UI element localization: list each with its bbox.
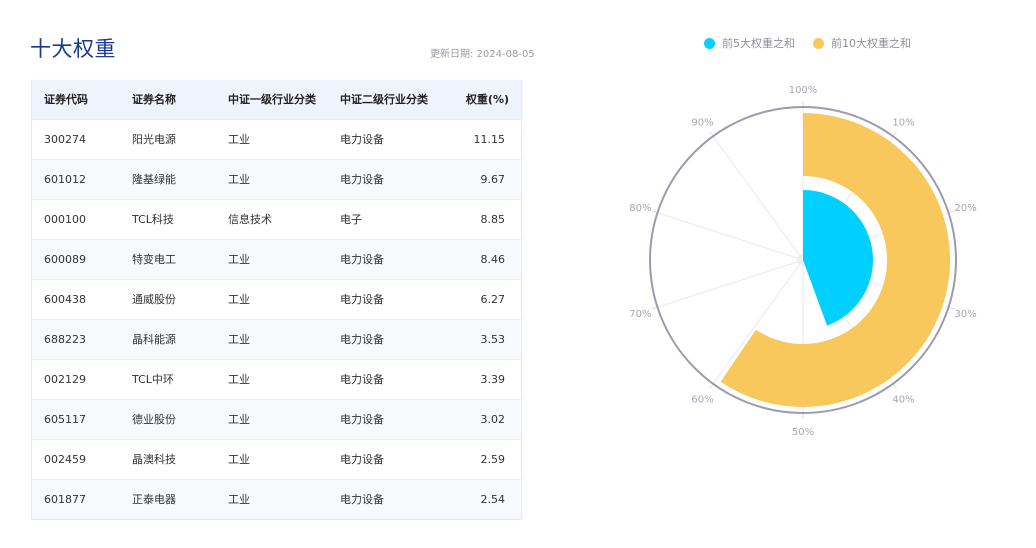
grid-spoke	[712, 259, 804, 385]
angle-tick-label: 100%	[789, 85, 818, 96]
grid-spoke	[657, 259, 804, 308]
cell-level2: 电力设备	[340, 493, 384, 507]
legend-dot-icon	[704, 37, 715, 49]
cell-weight: 8.85	[480, 212, 506, 226]
cell-level2: 电力设备	[340, 253, 384, 266]
cell-level2: 电力设备	[340, 373, 384, 386]
cell-weight: 3.53	[480, 332, 506, 346]
cell-level1: 工业	[228, 373, 250, 386]
cell-weight: 3.39	[480, 372, 506, 386]
table-row: 000100 TCL科技 信息技术 电子 8.85	[32, 199, 521, 239]
cell-weight: 2.59	[480, 452, 506, 466]
angle-tick-label: 80%	[629, 203, 651, 214]
angle-tick-label: 30%	[955, 309, 977, 320]
column-header-level2: 中证二级行业分类	[340, 93, 428, 107]
column-header-name: 证券名称	[132, 93, 176, 107]
cell-level2: 电力设备	[340, 133, 384, 146]
angle-tick-label: 40%	[892, 394, 914, 405]
cell-code: 600089	[44, 252, 86, 266]
cell-level1: 工业	[228, 133, 250, 146]
cell-level1: 工业	[228, 333, 250, 346]
cell-level2: 电力设备	[340, 453, 384, 466]
bar-top5-sum[interactable]	[803, 190, 874, 326]
angle-tick-label: 10%	[892, 118, 914, 129]
cell-level2: 电子	[340, 213, 362, 226]
legend-label: 前10大权重之和	[831, 37, 911, 50]
bar-top10-sum[interactable]	[720, 113, 951, 408]
cell-weight: 6.27	[480, 292, 506, 306]
column-header-weight: 权重(%)	[465, 93, 509, 107]
cell-code: 600438	[44, 292, 86, 306]
cell-name: TCL科技	[132, 213, 174, 226]
cell-name: 特变电工	[132, 253, 176, 266]
cell-name: 隆基绿能	[132, 173, 176, 186]
cell-name: 正泰电器	[132, 493, 176, 507]
cell-level2: 电力设备	[340, 333, 384, 346]
cell-level1: 工业	[228, 293, 250, 306]
cell-code: 601877	[44, 492, 86, 506]
cell-name: 德业股份	[132, 413, 176, 426]
cell-level1: 工业	[228, 253, 250, 266]
table-row: 600438 通威股份 工业 电力设备 6.27	[32, 279, 521, 319]
cell-level1: 工业	[228, 453, 250, 466]
table-row: 002129 TCL中环 工业 电力设备 3.39	[32, 359, 521, 399]
grid-spoke	[657, 212, 804, 261]
cell-level1: 工业	[228, 173, 250, 186]
cell-name: 通威股份	[132, 293, 176, 306]
legend-dot-icon	[813, 37, 824, 49]
angle-tick-label: 50%	[792, 427, 814, 438]
chart-outer-ring	[649, 106, 957, 414]
chart-bars	[720, 113, 951, 408]
angle-tick-label: 90%	[691, 118, 713, 129]
cell-code: 688223	[44, 332, 86, 346]
cell-weight: 8.46	[480, 252, 506, 266]
table-row: 300274 阳光电源 工业 电力设备 11.15	[32, 119, 521, 159]
column-header-level1: 中证一级行业分类	[228, 93, 316, 107]
angle-tick-label: 70%	[629, 309, 651, 320]
cell-weight: 2.54	[480, 492, 506, 506]
angle-tick-label: 20%	[955, 203, 977, 214]
legend-item-top5[interactable]: 前5大权重之和	[704, 35, 795, 51]
cell-name: 阳光电源	[132, 133, 176, 146]
table-row: 601012 隆基绿能 工业 电力设备 9.67	[32, 159, 521, 199]
cell-name: 晶澳科技	[132, 453, 176, 466]
table-row: 600089 特变电工 工业 电力设备 8.46	[32, 239, 521, 279]
grid-spoke	[712, 135, 804, 261]
cell-level2: 电力设备	[340, 413, 384, 426]
cell-level1: 工业	[228, 493, 250, 507]
cell-weight: 3.02	[480, 412, 506, 426]
cell-code: 000100	[44, 212, 86, 226]
holdings-table: 证券代码 证券名称 中证一级行业分类 中证二级行业分类 权重(%) 300274…	[31, 80, 522, 520]
cell-code: 300274	[44, 132, 86, 146]
cell-weight: 9.67	[480, 172, 506, 186]
column-header-code: 证券代码	[44, 93, 88, 107]
cell-level2: 电力设备	[340, 173, 384, 186]
update-date: 更新日期: 2024-08-05	[430, 49, 535, 60]
legend-item-top10[interactable]: 前10大权重之和	[813, 35, 911, 51]
table-row: 688223 晶科能源 工业 电力设备 3.53	[32, 319, 521, 359]
cell-code: 601012	[44, 172, 86, 186]
cell-name: 晶科能源	[132, 333, 176, 346]
table-header-row: 证券代码 证券名称 中证一级行业分类 中证二级行业分类 权重(%)	[32, 80, 521, 119]
legend-label: 前5大权重之和	[722, 37, 795, 50]
chart-tick-labels: 100% 10% 20% 30% 40% 50% 60% 70% 80% 90%	[629, 85, 976, 438]
cell-code: 002129	[44, 372, 86, 386]
cell-level1: 工业	[228, 413, 250, 426]
cell-weight: 11.15	[473, 132, 506, 146]
cell-code: 002459	[44, 452, 86, 466]
page-title: 十大权重	[30, 37, 116, 61]
cell-level2: 电力设备	[340, 293, 384, 306]
chart-legend: 前5大权重之和 前10大权重之和	[704, 35, 911, 51]
table-row: 601877 正泰电器 工业 电力设备 2.54	[32, 479, 521, 519]
cell-name: TCL中环	[132, 373, 174, 386]
table-row: 605117 德业股份 工业 电力设备 3.02	[32, 399, 521, 439]
angle-tick-label: 60%	[691, 394, 713, 405]
table-row: 002459 晶澳科技 工业 电力设备 2.59	[32, 439, 521, 479]
cell-code: 605117	[44, 412, 86, 426]
cell-level1: 信息技术	[228, 213, 272, 226]
